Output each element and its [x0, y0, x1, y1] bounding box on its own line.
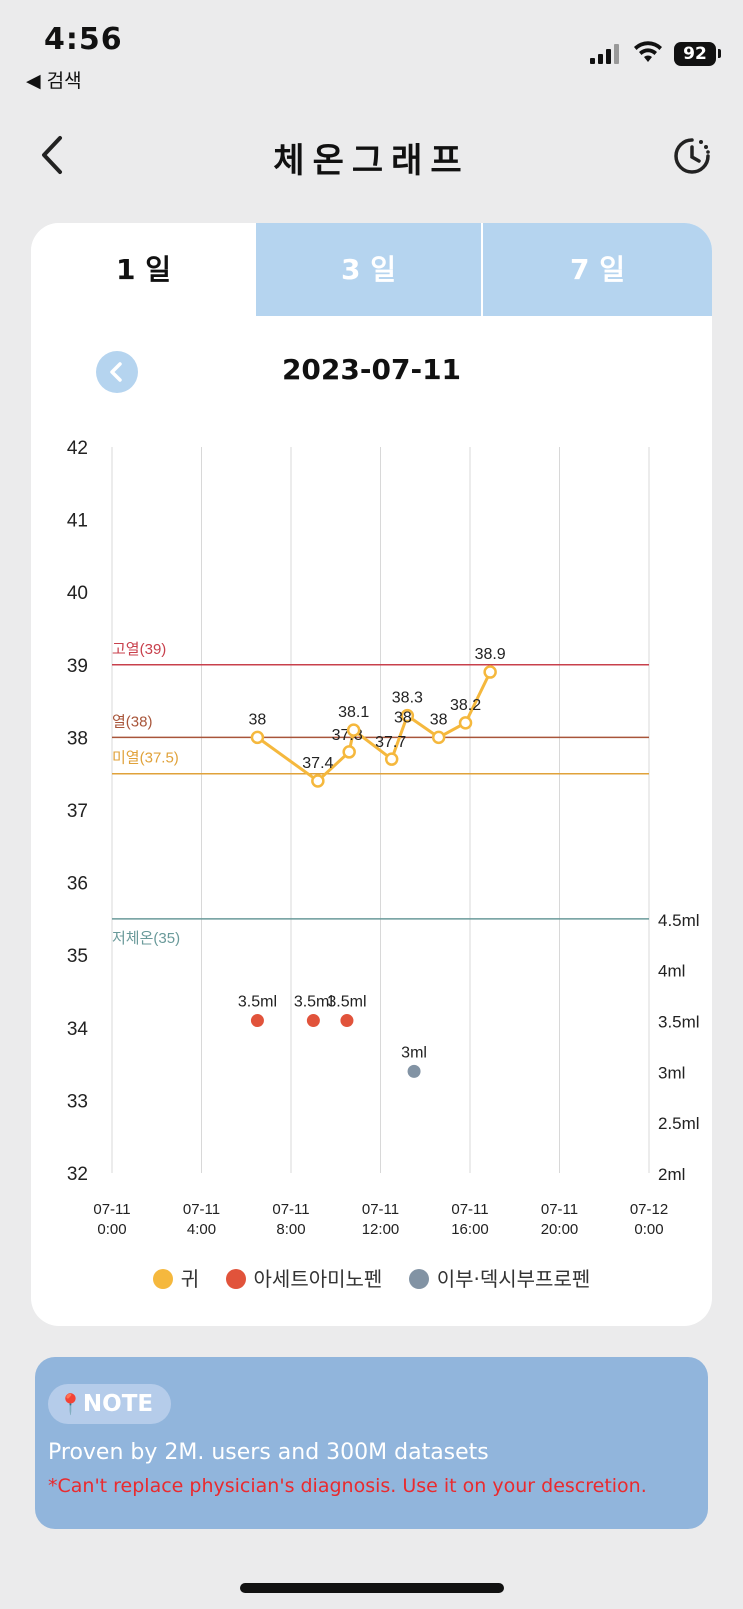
y-tick-label: 33	[67, 1091, 88, 1112]
chevron-left-icon	[110, 362, 122, 382]
reference-line-label: 열(38)	[112, 713, 152, 730]
current-date: 2023-07-11	[281, 353, 462, 386]
legend-dot-ibuprofen	[408, 1269, 429, 1289]
temperature-point	[342, 745, 356, 759]
legend-item-ibuprofen: 이부·덱시부프로펜	[408, 1263, 591, 1292]
legend-dot-acetaminophen	[225, 1269, 246, 1289]
y-tick-label: 41	[67, 511, 88, 532]
status-bar: 4:56 ◀ 검색 92	[0, 0, 743, 100]
page-title: 체온그래프	[273, 141, 470, 181]
temperature-point	[483, 665, 497, 679]
note-text: Proven by 2M. users and 300M datasets	[48, 1440, 489, 1465]
temperature-point	[400, 708, 415, 723]
battery-icon: 92	[674, 42, 716, 66]
history-clock-icon[interactable]	[672, 136, 712, 176]
back-arrow-icon[interactable]	[36, 134, 72, 176]
ibuprofen-dose-point	[407, 1064, 421, 1078]
temperature-data-label: 37.7	[375, 734, 406, 751]
period-tabs: 1 일 3 일 7 일	[31, 223, 712, 316]
status-time: 4:56	[44, 22, 123, 57]
previous-date-button[interactable]	[96, 351, 138, 393]
acetaminophen-dose-label: 3.5ml	[294, 994, 333, 1011]
y2-tick-label: 3ml	[658, 1063, 685, 1082]
acetaminophen-dose-point	[306, 1014, 320, 1028]
legend-item-ear: 귀	[152, 1263, 200, 1292]
y-tick-label: 37	[67, 801, 88, 822]
back-to-search-link[interactable]: ◀ 검색	[26, 70, 82, 92]
note-badge: 📍NOTE	[48, 1384, 172, 1424]
temperature-series-line	[256, 671, 492, 783]
legend-item-acetaminophen: 아세트아미노펜	[225, 1263, 383, 1292]
temperature-point	[250, 730, 265, 745]
y2-tick-label: 2.5ml	[658, 1114, 700, 1133]
temperature-point	[346, 723, 361, 737]
y-tick-label: 38	[67, 728, 88, 749]
legend-label-acetaminophen: 아세트아미노펜	[253, 1267, 383, 1291]
tab-1-day[interactable]: 1 일	[31, 223, 256, 316]
x-tick-label-time: 4:00	[187, 1221, 216, 1238]
y-tick-label: 36	[67, 874, 88, 895]
x-tick-label-time: 8:00	[276, 1221, 305, 1238]
y-tick-label: 32	[67, 1164, 88, 1185]
x-tick-label-date: 07-11	[451, 1201, 488, 1218]
temperature-data-label: 38	[430, 711, 448, 728]
reference-line-label: 미열(37.5)	[112, 750, 179, 767]
temperature-point	[384, 752, 399, 766]
y-tick-label: 42	[67, 438, 88, 459]
temperature-data-label: 38.2	[450, 697, 481, 714]
battery-tip	[718, 49, 721, 58]
y2-tick-label: 2ml	[658, 1165, 685, 1184]
temperature-data-label: 38	[249, 711, 267, 728]
note-panel: 📍NOTE Proven by 2M. users and 300M datas…	[35, 1357, 708, 1529]
x-tick-label-time: 16:00	[451, 1221, 489, 1238]
y2-tick-label: 3.5ml	[658, 1013, 700, 1032]
temperature-data-label: 38.3	[392, 690, 423, 707]
tab-3-days[interactable]: 3 일	[256, 223, 481, 316]
x-tick-label-date: 07-11	[272, 1201, 309, 1218]
temperature-point	[458, 716, 473, 730]
y-tick-label: 39	[67, 656, 88, 677]
y-tick-label: 40	[67, 583, 88, 604]
acetaminophen-dose-label: 3.5ml	[238, 994, 277, 1011]
x-tick-label-date: 07-11	[362, 1201, 399, 1218]
legend-label-ibuprofen: 이부·덱시부프로펜	[436, 1267, 591, 1291]
reference-line-label: 고열(39)	[112, 641, 166, 658]
temperature-point	[431, 730, 446, 745]
x-tick-label-time: 0:00	[634, 1221, 663, 1238]
legend-dot-ear	[152, 1269, 173, 1289]
tab-7-days[interactable]: 7 일	[483, 223, 712, 316]
x-tick-label-time: 20:00	[541, 1221, 579, 1238]
x-tick-label-date: 07-11	[93, 1201, 130, 1218]
temperature-data-label: 38.1	[338, 704, 369, 721]
pin-icon: 📍	[58, 1392, 83, 1416]
legend-label-ear: 귀	[180, 1267, 200, 1291]
x-tick-label-date: 07-12	[630, 1201, 668, 1218]
acetaminophen-dose-point	[340, 1014, 354, 1028]
note-badge-label: NOTE	[82, 1391, 154, 1417]
acetaminophen-dose-label: 3.5ml	[327, 994, 366, 1011]
temperature-data-label: 37.4	[302, 755, 333, 772]
acetaminophen-dose-point	[250, 1014, 264, 1028]
ibuprofen-dose-label: 3ml	[401, 1044, 427, 1061]
x-tick-label-time: 12:00	[362, 1221, 400, 1238]
home-indicator	[240, 1583, 504, 1593]
y-tick-label: 35	[67, 946, 88, 967]
chart-card: 1 일 3 일 7 일 2023-07-11 07-11 0:00 07-11 4:0…	[31, 223, 712, 1326]
x-tick-label-date: 07-11	[183, 1201, 220, 1218]
temperature-point	[311, 774, 325, 788]
note-warning: *Can't replace physician's diagnosis. Us…	[48, 1475, 647, 1497]
temperature-chart: 07-11 0:00 07-11 4:00 07-11 8:00 07-11 12:00 07-…	[67, 438, 700, 1238]
temperature-data-label: 38.9	[475, 646, 506, 663]
x-tick-label-date: 07-11	[541, 1201, 578, 1218]
y2-tick-label: 4.5ml	[658, 911, 700, 930]
reference-line-label: 저체온(35)	[112, 930, 180, 947]
temperature-data-label-extra: 38	[394, 709, 412, 726]
y-tick-label: 34	[67, 1019, 89, 1040]
wifi-icon	[634, 41, 662, 62]
y2-tick-label: 4ml	[658, 962, 685, 981]
chart-legend: 귀 아세트아미노펜 이부·덱시부프로펜	[31, 1263, 712, 1292]
cellular-signal-icon	[590, 44, 622, 64]
x-tick-label-time: 0:00	[97, 1221, 126, 1238]
